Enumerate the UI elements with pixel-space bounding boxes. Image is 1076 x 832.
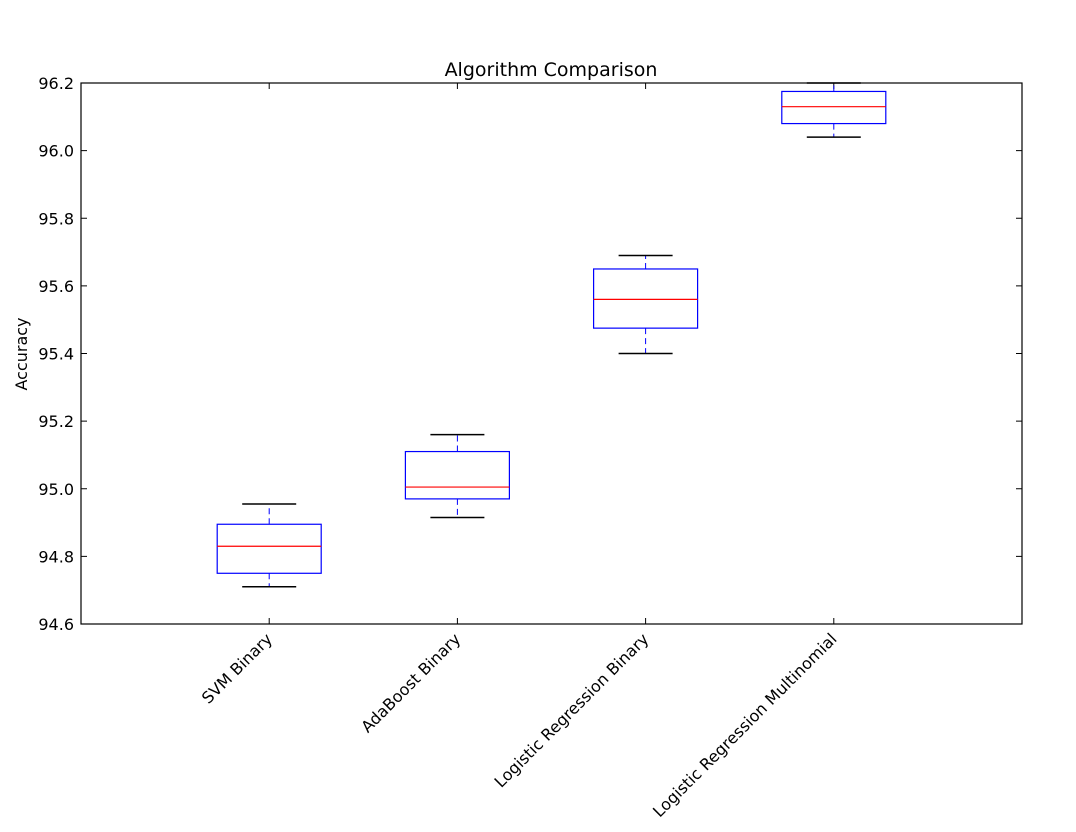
y-tick-label: 96.0 (38, 142, 74, 161)
interquartile-box (592, 268, 699, 329)
box-2 (404, 433, 510, 519)
plot-area-frame (80, 82, 1023, 625)
box-1 (216, 503, 322, 588)
x-tick-label: AdaBoost Binary (357, 629, 464, 736)
y-tick-label: 96.2 (38, 74, 74, 93)
y-tick-label: 94.8 (38, 547, 74, 566)
y-tick-label: 95.4 (38, 345, 74, 364)
box-series (216, 82, 887, 588)
y-axis-label: Accuracy (12, 317, 31, 390)
interquartile-box (216, 523, 322, 574)
x-tick-label: Logistic Regression Binary (491, 629, 653, 791)
y-tick-label: 95.6 (38, 277, 74, 296)
chart-title: Algorithm Comparison (445, 59, 658, 81)
box-4 (781, 82, 887, 138)
box-3 (592, 254, 699, 355)
x-tick-label: SVM Binary (198, 629, 276, 707)
y-tick-label: 95.0 (38, 480, 74, 499)
y-axis-ticks: 94.6 94.8 95.0 95.2 95.4 95.6 95.8 96.0 96.2 (38, 74, 1022, 634)
x-axis-ticks: SVM Binary AdaBoost Binary Logistic Regres… (198, 83, 841, 821)
x-tick-label: Logistic Regression Multinomial (649, 629, 841, 821)
y-tick-label: 94.6 (38, 615, 74, 634)
interquartile-box (781, 90, 887, 125)
y-tick-label: 95.2 (38, 412, 74, 431)
y-tick-label: 95.8 (38, 209, 74, 228)
interquartile-box (404, 450, 510, 500)
